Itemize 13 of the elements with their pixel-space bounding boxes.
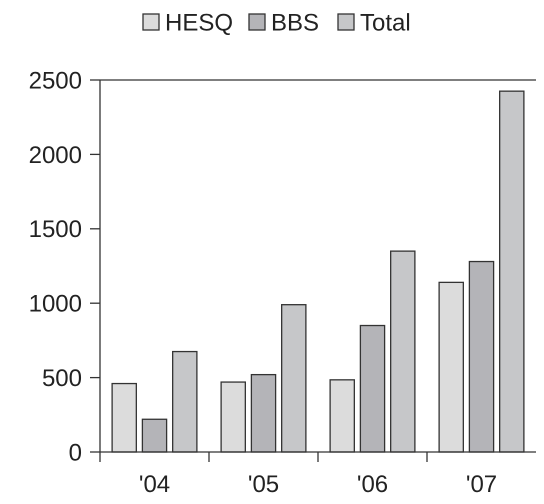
y-tick-label: 1500 bbox=[28, 216, 82, 244]
x-tick-label: '07 bbox=[466, 471, 498, 498]
y-tick-label: 1000 bbox=[28, 290, 82, 318]
legend-label: BBS bbox=[271, 9, 320, 36]
x-tick-label: '05 bbox=[248, 471, 280, 498]
y-tick-label: 500 bbox=[42, 365, 82, 392]
x-tick-label: '04 bbox=[138, 471, 170, 498]
x-tick-label: '06 bbox=[356, 471, 388, 498]
legend-label: HESQ bbox=[165, 9, 234, 36]
legend-label: Total bbox=[360, 9, 411, 36]
y-tick-label: 2000 bbox=[28, 142, 82, 169]
y-tick-label: 0 bbox=[68, 439, 82, 466]
y-tick-label: 2500 bbox=[28, 67, 82, 94]
